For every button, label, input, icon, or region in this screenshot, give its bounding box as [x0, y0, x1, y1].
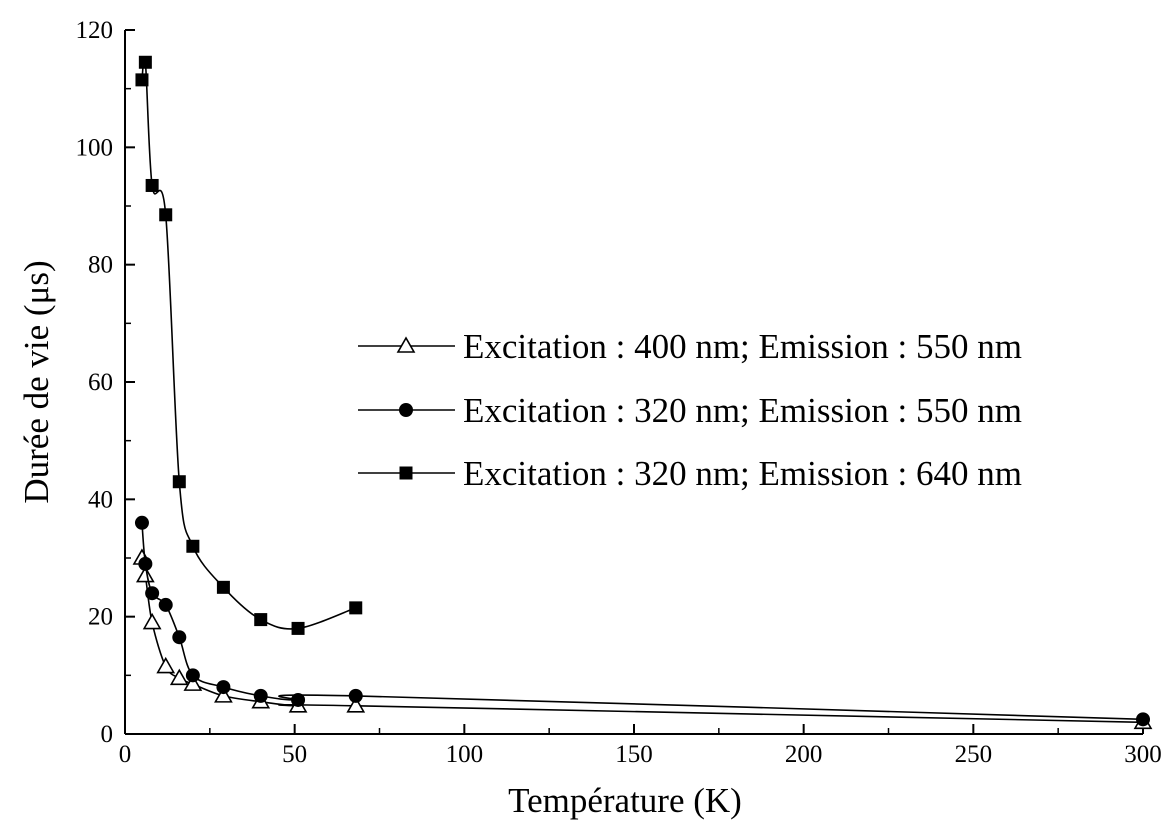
series-1 — [132, 548, 1153, 730]
triangle-point — [214, 686, 233, 703]
x-tick-label: 0 — [119, 741, 132, 768]
square-point — [172, 475, 186, 489]
square-point — [216, 580, 230, 594]
legend-marker — [399, 466, 413, 480]
y-tick-label: 20 — [88, 604, 113, 631]
legend-label: Excitation : 320 nm; Emission : 640 nm — [463, 454, 1022, 493]
circle-point — [216, 680, 231, 695]
legend-label: Excitation : 400 nm; Emission : 550 nm — [463, 327, 1022, 366]
x-tick-label: 300 — [1124, 741, 1162, 768]
square-point — [254, 613, 268, 627]
square-point — [159, 208, 173, 222]
series-line — [141, 522, 1144, 721]
square-point — [145, 178, 159, 192]
square-point — [138, 55, 152, 69]
x-tick-label: 200 — [785, 741, 823, 768]
triangle-point — [156, 656, 176, 674]
square-point — [186, 539, 200, 553]
plot-series — [132, 55, 1153, 730]
legend-marker — [396, 336, 416, 353]
circle-point — [145, 586, 160, 601]
x-tick-label: 250 — [955, 741, 993, 768]
triangle-point — [183, 674, 203, 691]
legend-label: Excitation : 320 nm; Emission : 550 nm — [463, 391, 1022, 430]
y-tick-label: 0 — [101, 721, 114, 748]
circle-point — [1136, 712, 1150, 727]
x-tick-label: 150 — [615, 741, 653, 768]
circle-point — [134, 515, 149, 530]
y-tick-label: 60 — [88, 369, 113, 396]
x-ticks: 0 50 100 150 200 250 300 — [119, 724, 1162, 768]
circle-point — [138, 556, 153, 571]
circle-point — [291, 692, 306, 707]
series-2 — [134, 515, 1150, 727]
triangle-point — [169, 668, 189, 686]
circle-point — [185, 668, 200, 683]
series-line — [141, 56, 356, 630]
axes — [124, 30, 1143, 735]
x-tick-label: 50 — [282, 741, 307, 768]
square-point — [349, 601, 363, 615]
y-ticks: 0 20 40 60 80 100 120 — [76, 17, 135, 748]
triangle-point — [135, 565, 155, 583]
triangle-point — [346, 696, 366, 713]
circle-point — [172, 630, 187, 645]
y-axis-title: Durée de vie (μs) — [17, 260, 56, 503]
circle-point — [348, 688, 363, 703]
x-tick-label: 100 — [446, 741, 484, 768]
circle-point — [158, 597, 173, 612]
y-tick-label: 100 — [76, 134, 114, 161]
y-tick-label: 120 — [76, 17, 114, 44]
y-tick-label: 40 — [88, 486, 113, 513]
y-tick-label: 80 — [88, 252, 113, 279]
legend-marker — [399, 403, 413, 417]
legend: Excitation : 400 nm; Emission : 550 nm Ex… — [358, 327, 1022, 493]
square-point — [135, 73, 149, 87]
triangle-point — [142, 612, 162, 630]
square-point — [291, 621, 305, 635]
circle-point — [253, 688, 268, 703]
series-3 — [135, 55, 363, 635]
x-axis-title: Température (K) — [508, 781, 742, 820]
